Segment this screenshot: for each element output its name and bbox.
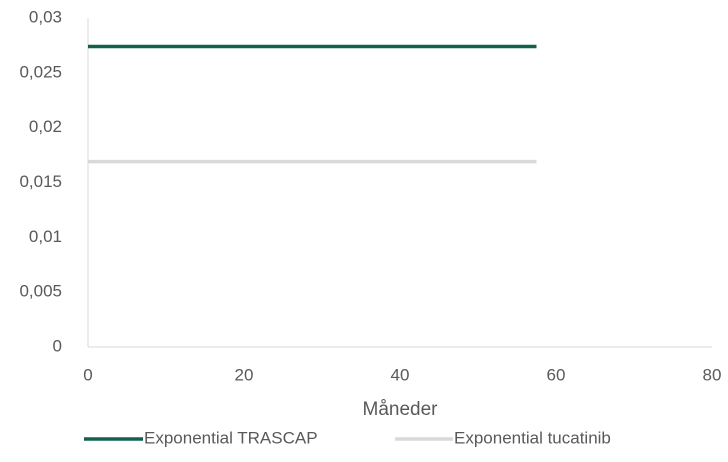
- y-tick-label: 0,015: [19, 172, 62, 191]
- y-tick-label: 0,03: [29, 7, 62, 26]
- legend-label: Exponential TRASCAP: [144, 428, 318, 447]
- y-tick-label: 0,02: [29, 117, 62, 136]
- y-tick-label: 0,025: [19, 62, 62, 81]
- x-tick-label: 60: [547, 365, 566, 384]
- y-tick-label: 0,005: [19, 282, 62, 301]
- x-tick-label: 20: [235, 365, 254, 384]
- x-tick-label: 0: [83, 365, 92, 384]
- legend-label: Exponential tucatinib: [454, 428, 611, 447]
- x-tick-label: 40: [391, 365, 410, 384]
- x-axis-label: Måneder: [363, 399, 439, 420]
- y-tick-label: 0: [53, 336, 62, 355]
- y-tick-label: 0,01: [29, 227, 62, 246]
- x-tick-label: 80: [703, 365, 722, 384]
